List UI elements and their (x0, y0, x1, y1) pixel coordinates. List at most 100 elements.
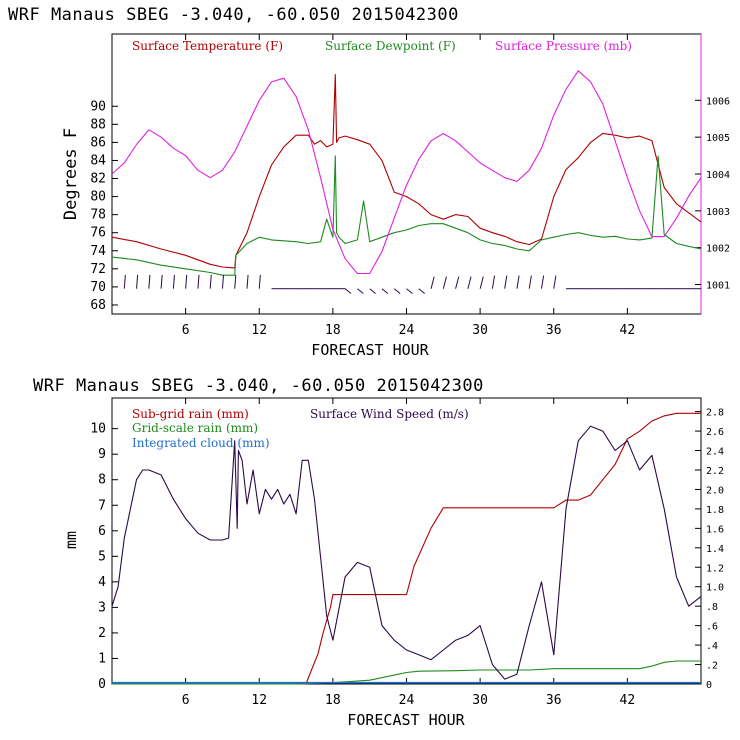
top-ytick-label: 76 (90, 226, 106, 241)
bottom-xtick-label: 24 (399, 693, 415, 708)
wind-barb (258, 274, 261, 289)
wind-barb (209, 274, 212, 289)
precipitation-panel: WRF Manaus SBEG -3.040, -60.050 20150423… (33, 376, 724, 729)
bottom-ytick-label: 8 (98, 473, 106, 488)
top-series-surface-pressure (111, 70, 702, 275)
wind-barb (160, 274, 163, 289)
legend-subgrid-rain: Sub-grid rain (mm) (132, 407, 249, 421)
top-axis-ticks: 6 12 18 24 30 36 42 68 70 72 74 76 78 80 82 84 86 88 90 100… (90, 34, 730, 338)
wind-barb (455, 276, 460, 289)
bottom-ytick-label: 4 (98, 575, 106, 590)
bottom-y2tick-label: 1.6 (706, 524, 724, 535)
top-xtick-label: 36 (546, 323, 562, 338)
bottom-y2tick-label: 1.0 (706, 583, 724, 594)
bottom-y2tick-label: .2 (706, 661, 718, 672)
bottom-series-sub-grid-rain (112, 412, 701, 685)
bottom-x-axis-label: FORECAST HOUR (347, 711, 465, 729)
top-ytick-label: 72 (90, 262, 106, 277)
top-y2tick-label: 1004 (706, 170, 730, 181)
bottom-series-grid-scale-rain (112, 660, 701, 685)
wind-barb (172, 274, 175, 289)
bottom-y2tick-label: 2.8 (706, 408, 724, 419)
bottom-ytick-label: 1 (98, 651, 106, 666)
bottom-ytick-label: 6 (98, 524, 106, 539)
bottom-y2tick-label: .6 (706, 622, 718, 633)
bottom-y2tick-label: .4 (706, 641, 718, 652)
bottom-y2tick-label: .8 (706, 602, 718, 613)
wind-barb (123, 274, 126, 289)
bottom-y2tick-label: 2.0 (706, 485, 724, 496)
bottom-y-axis-label: mm (62, 531, 80, 549)
bottom-y2tick-label: 2.2 (706, 466, 724, 477)
top-y2tick-label: 1006 (706, 96, 730, 107)
wind-barb (491, 275, 496, 289)
top-x-axis-label: FORECAST HOUR (311, 341, 429, 359)
bottom-ytick-label: 7 (98, 498, 106, 513)
top-series-surface-temperature (111, 74, 702, 269)
top-ytick-label: 70 (90, 280, 106, 295)
top-ytick-label: 84 (90, 153, 106, 168)
wind-barb (504, 275, 508, 289)
bottom-xtick-label: 36 (546, 693, 562, 708)
wind-barb (234, 274, 237, 289)
top-y2tick-label: 1003 (706, 207, 730, 218)
top-xtick-label: 30 (472, 323, 488, 338)
wind-barb (553, 275, 557, 289)
wind-barb (540, 275, 545, 289)
wind-barb (148, 274, 151, 289)
bottom-xtick-label: 30 (472, 693, 488, 708)
legend-wind-speed: Surface Wind Speed (m/s) (310, 407, 469, 421)
bottom-axis-ticks: 6 12 18 24 30 36 420123456789100.2.4.6.81.01.2… (90, 398, 724, 708)
legend-temperature: Surface Temperature (F) (132, 39, 283, 53)
legend-pressure: Surface Pressure (mb) (495, 39, 632, 53)
bottom-y2tick-label: 2.4 (706, 447, 724, 458)
top-xtick-label: 12 (251, 323, 267, 338)
bottom-ytick-label: 5 (98, 549, 106, 564)
wind-barb (528, 275, 532, 289)
wind-barb (381, 288, 389, 294)
top-ytick-label: 78 (90, 208, 106, 223)
top-y2tick-label: 1001 (706, 281, 730, 292)
bottom-y2tick-label: 1.8 (706, 505, 724, 516)
top-y2tick-label: 1005 (706, 133, 730, 144)
top-plot-frame (111, 33, 702, 315)
wind-barb (357, 288, 364, 294)
top-ytick-label: 74 (90, 244, 106, 259)
wind-barb (516, 275, 520, 289)
bottom-xtick-label: 42 (620, 693, 636, 708)
top-panel-title: WRF Manaus SBEG -3.040, -60.050 20150423… (8, 5, 459, 25)
wind-barb (197, 274, 200, 289)
bottom-panel-title: WRF Manaus SBEG -3.040, -60.050 20150423… (33, 376, 484, 396)
top-ytick-label: 86 (90, 135, 106, 150)
legend-integrated-cloud: Integrated cloud (mm) (132, 436, 270, 450)
top-ytick-label: 90 (90, 99, 106, 114)
wind-barb (344, 288, 352, 294)
wind-barb (418, 288, 426, 294)
bottom-xtick-label: 12 (251, 693, 267, 708)
wind-barb (393, 288, 401, 294)
bottom-y2tick-label: 1.2 (706, 563, 724, 574)
top-xtick-label: 42 (620, 323, 636, 338)
wind-barb (246, 274, 249, 289)
wind-barb (430, 276, 435, 289)
top-ytick-label: 82 (90, 172, 106, 187)
top-ytick-label: 68 (90, 298, 106, 313)
temperature-panel: WRF Manaus SBEG -3.040, -60.050 20150423… (8, 5, 730, 359)
bottom-ytick-label: 0 (98, 677, 106, 692)
wind-barb (467, 276, 472, 289)
wind-barb (369, 288, 376, 294)
top-series-surface-dewpoint (111, 155, 702, 276)
top-xtick-label: 24 (399, 323, 415, 338)
wind-barb (442, 276, 447, 289)
bottom-ytick-label: 3 (98, 600, 106, 615)
wind-barb (221, 274, 225, 289)
bottom-y2tick-label: 1.4 (706, 544, 724, 555)
wind-barb (136, 274, 139, 289)
legend-gridscale-rain: Grid-scale rain (mm) (132, 421, 258, 435)
wind-barb (185, 274, 188, 289)
bottom-ytick-label: 9 (98, 447, 106, 462)
top-series-lines (111, 70, 702, 276)
top-ytick-label: 80 (90, 190, 106, 205)
bottom-ytick-label: 10 (90, 422, 106, 437)
top-xtick-label: 6 (182, 323, 190, 338)
